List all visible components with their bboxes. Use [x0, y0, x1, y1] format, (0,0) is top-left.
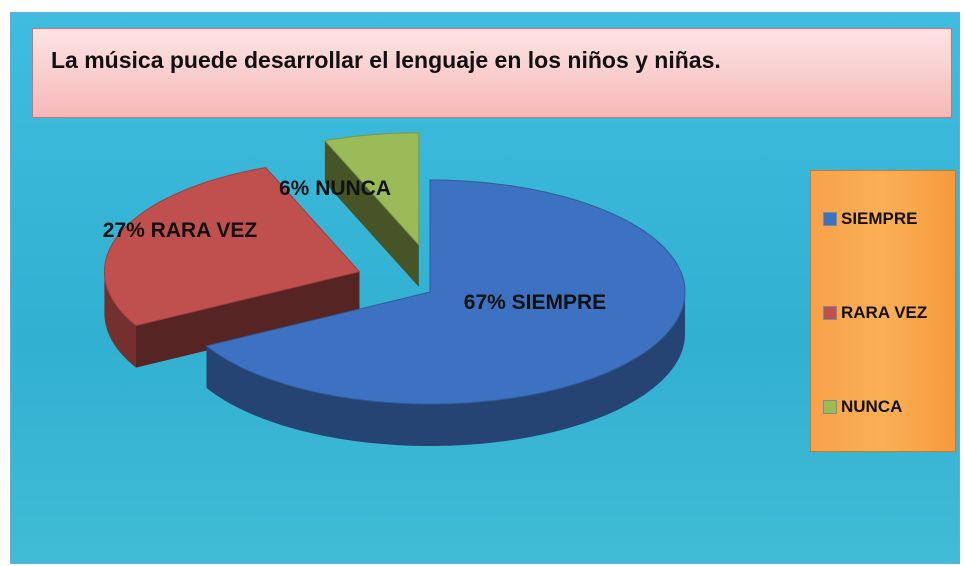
legend-label: SIEMPRE: [841, 209, 918, 228]
data-label-category: SIEMPRE: [511, 291, 607, 314]
legend-swatch: [823, 400, 837, 414]
data-label-value: 27%: [102, 219, 145, 242]
legend-entry: NUNCA: [823, 397, 902, 417]
legend-entry: RARA VEZ: [823, 303, 927, 323]
data-label-category: RARA VEZ: [150, 219, 258, 242]
chart-title: La música puede desarrollar el lenguaje …: [32, 28, 952, 118]
data-label: 6% NUNCA: [240, 176, 430, 202]
data-label-value: 6%: [278, 177, 310, 200]
slice: [323, 132, 420, 247]
legend-swatch: [823, 212, 837, 226]
data-label-value: 67%: [463, 291, 506, 314]
slice-wall: [136, 271, 360, 368]
slice-wall: [324, 140, 419, 287]
legend-entry: SIEMPRE: [823, 209, 918, 229]
data-label: 67% SIEMPRE: [440, 290, 630, 316]
slice: [205, 179, 686, 405]
slice-side: [104, 271, 136, 368]
slice-side: [206, 292, 685, 446]
legend-label: RARA VEZ: [841, 303, 928, 322]
data-label: 27% RARA VEZ: [90, 218, 270, 244]
legend-swatch: [823, 306, 837, 320]
data-label-category: NUNCA: [315, 177, 392, 200]
legend: SIEMPRE RARA VEZ NUNCA: [810, 170, 956, 452]
slice: [103, 166, 361, 327]
legend-label: NUNCA: [841, 397, 903, 416]
